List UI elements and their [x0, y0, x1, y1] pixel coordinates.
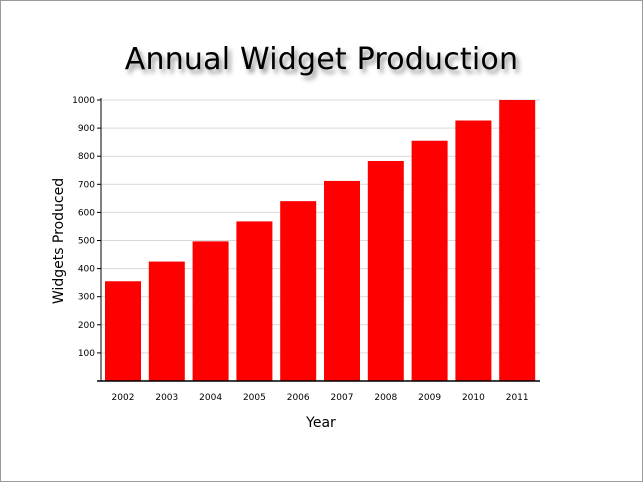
y-tick-label: 100 [78, 349, 95, 359]
bar-2004 [192, 241, 229, 381]
x-tick-label: 2004 [199, 393, 222, 403]
bar-2007 [324, 180, 360, 381]
x-axis-label: Year [305, 415, 336, 431]
bar-2011 [499, 100, 536, 381]
bar-2005 [236, 221, 273, 381]
axes [97, 98, 540, 382]
y-tick-label: 900 [78, 124, 95, 134]
bar-2006 [280, 201, 317, 381]
x-tick-label: 2008 [374, 393, 397, 403]
chart-title: Annual Widget Production [124, 42, 519, 77]
x-tick-label: 2009 [418, 393, 441, 403]
y-tick-label: 300 [78, 293, 95, 303]
x-tick-label: 2005 [243, 393, 266, 403]
bar-2003 [148, 261, 185, 381]
bar-2002 [105, 281, 141, 381]
x-tick-label: 2003 [155, 393, 178, 403]
y-tick-label: 200 [78, 321, 95, 331]
bars [105, 100, 536, 381]
x-tick-label: 2006 [287, 393, 310, 403]
bar-2009 [411, 140, 448, 381]
y-axis-label: Widgets Produced [51, 178, 67, 304]
y-tick-label: 600 [78, 208, 95, 218]
bar-2008 [367, 160, 404, 381]
x-tick-label: 2010 [462, 393, 485, 403]
x-tick-label: 2007 [331, 393, 354, 403]
y-tick-labels: 100 200 300 400 500 600 700 800 900 1000 [72, 96, 95, 359]
x-tick-label: 2011 [506, 393, 529, 403]
y-tick-label: 800 [78, 152, 95, 162]
x-tick-label: 2002 [112, 393, 135, 403]
y-tick-label: 400 [78, 265, 95, 275]
y-tick-label: 500 [78, 237, 95, 247]
bar-2010 [455, 120, 492, 381]
y-tick-label: 1000 [72, 96, 95, 106]
x-tick-labels: 2002 2003 2004 2005 2006 2007 2008 2009 2010 2011 [112, 393, 529, 403]
y-tick-label: 700 [78, 180, 95, 190]
